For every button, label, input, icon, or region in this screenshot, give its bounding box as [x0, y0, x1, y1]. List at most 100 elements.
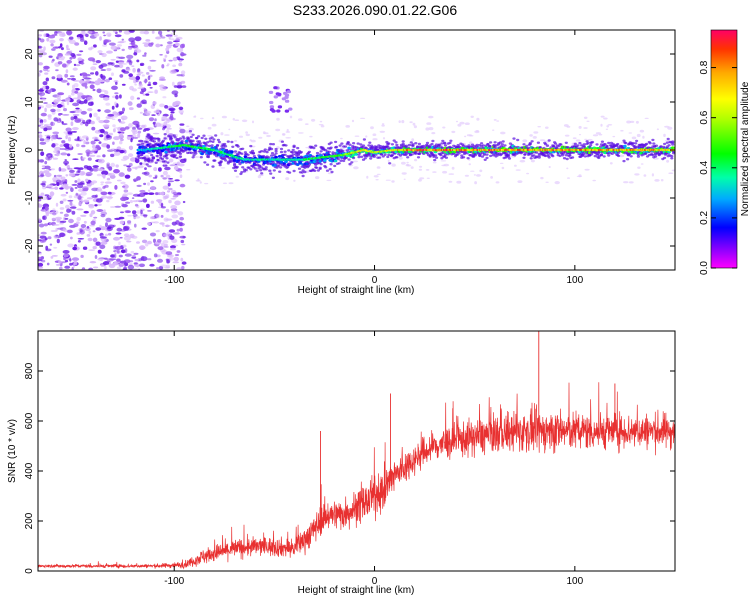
spectrogram-signal-cell	[270, 152, 275, 155]
spectrogram-signal-cell	[223, 142, 227, 146]
spectrogram-noise-cell	[103, 97, 110, 101]
spectrogram-noise-cell	[664, 140, 671, 142]
spectrogram-noise-cell	[147, 240, 153, 245]
spectrogram-noise-cell	[114, 112, 120, 116]
spectrogram-signal-cell	[529, 157, 533, 160]
spectrogram-noise-cell	[77, 238, 85, 240]
spectrogram-noise-cell	[533, 131, 539, 134]
spectrogram-signal-cell	[652, 142, 656, 145]
spectrogram-noise-cell	[106, 32, 112, 37]
spectrogram-x-tick-label: 0	[372, 275, 378, 286]
spectrogram-noise-cell	[172, 64, 177, 68]
spectrogram-noise-cell	[56, 56, 59, 60]
spectrogram-noise-cell	[38, 124, 41, 127]
spectrogram-noise-cell	[211, 117, 215, 120]
spectrogram-signal-cell	[192, 154, 196, 157]
spectrogram-signal-cell	[466, 157, 470, 160]
spectrogram-noise-cell	[69, 262, 73, 266]
spectrogram-noise-cell	[122, 107, 125, 112]
spectrogram-noise-cell	[354, 135, 360, 137]
spectrogram-noise-cell	[85, 33, 89, 38]
spectrogram-signal-cell	[279, 166, 283, 169]
spectrogram-signal-cell	[562, 157, 567, 160]
spectrogram-noise-cell	[166, 41, 173, 45]
spectrogram-signal-cell	[387, 142, 391, 145]
spectrogram-noise-cell	[285, 137, 292, 139]
spectrogram-noise-cell	[149, 232, 157, 237]
spectrogram-noise-cell	[149, 59, 157, 62]
spectrogram-noise-cell	[153, 110, 160, 114]
spectrogram-noise-cell	[108, 77, 113, 80]
spectrogram-noise-cell	[440, 160, 447, 162]
spectrogram-signal-cell	[667, 144, 671, 147]
colorbar-label: Normalized spectral amplitude	[740, 81, 750, 216]
spectrogram-signal-cell	[301, 174, 305, 178]
spectrogram-noise-cell	[44, 206, 49, 211]
spectrogram-noise-cell	[52, 131, 60, 135]
spectrogram-noise-cell	[147, 258, 152, 261]
spectrogram-noise-cell	[119, 140, 123, 145]
spectrogram-noise-cell	[376, 173, 381, 175]
spectrogram-noise-cell	[572, 137, 577, 140]
spectrogram-noise-cell	[448, 173, 455, 175]
spectrogram-noise-cell	[83, 210, 89, 214]
spectrogram-noise-cell	[83, 140, 86, 145]
spectrogram-signal-cell	[547, 139, 551, 142]
spectrogram-noise-cell	[170, 247, 176, 251]
spectrogram-noise-cell	[76, 99, 82, 104]
spectrogram-noise-cell	[39, 235, 47, 239]
spectrogram-noise-cell	[135, 123, 141, 128]
spectrogram-signal-cell	[603, 143, 607, 146]
spectrogram-signal-cell	[635, 139, 639, 143]
spectrogram-signal-cell	[475, 143, 479, 147]
spectrogram-noise-cell	[108, 232, 112, 236]
spectrogram-signal-cell	[437, 143, 441, 146]
spectrogram-noise-cell	[165, 34, 173, 37]
spectrogram-noise-cell	[115, 60, 119, 63]
spectrogram-noise-cell	[93, 266, 99, 269]
spectrogram-noise-cell	[151, 30, 155, 34]
spectrogram-signal-cell	[462, 156, 466, 159]
spectrogram-signal-cell	[284, 144, 288, 147]
spectrogram-noise-cell	[102, 31, 105, 34]
spectrogram-noise-cell	[631, 136, 637, 140]
spectrogram-signal-cell	[606, 152, 610, 155]
spectrogram-noise-cell	[136, 73, 141, 76]
spectrogram-signal-cell	[431, 139, 435, 143]
spectrogram-noise-cell	[48, 55, 53, 58]
spectrogram-noise-cell	[118, 254, 123, 258]
spectrogram-noise-cell	[114, 64, 120, 68]
spectrogram-noise-cell	[43, 170, 50, 174]
spectrogram-noise-cell	[153, 238, 156, 243]
spectrogram-noise-cell	[44, 160, 48, 165]
spectrogram-noise-cell	[148, 117, 155, 122]
spectrogram-noise-cell	[38, 134, 43, 139]
spectrogram-noise-cell	[302, 161, 306, 163]
spectrogram-signal-cell	[169, 135, 173, 138]
spectrogram-noise-cell	[69, 75, 75, 78]
spectrogram-noise-cell	[69, 206, 77, 209]
spectrogram-noise-cell	[179, 123, 185, 126]
spectrogram-signal-cell	[137, 154, 141, 157]
spectrogram-noise-cell	[668, 172, 674, 174]
spectrogram-signal-cell	[651, 138, 655, 142]
spectrogram-signal-cell	[559, 143, 563, 146]
spectrogram-noise-cell	[288, 107, 293, 111]
spectrogram-noise-cell	[95, 60, 102, 64]
spectrogram-noise-cell	[119, 260, 127, 264]
spectrogram-signal-cell	[448, 141, 452, 145]
spectrogram-noise-cell	[96, 209, 104, 212]
spectrogram-noise-cell	[130, 138, 133, 143]
spectrogram-noise-cell	[40, 192, 45, 196]
spectrogram-signal-cell	[663, 156, 667, 160]
spectrogram-noise-cell	[149, 69, 156, 72]
colorbar-tick-label: 0.2	[699, 211, 710, 225]
spectrogram-noise-cell	[144, 52, 147, 55]
spectrogram-noise-cell	[69, 110, 76, 114]
spectrogram-noise-cell	[106, 144, 110, 149]
spectrogram-signal-cell	[441, 139, 445, 143]
spectrogram-signal-cell	[378, 156, 382, 159]
spectrogram-noise-cell	[96, 173, 102, 177]
spectrogram-noise-cell	[59, 168, 67, 172]
spectrogram-noise-cell	[170, 111, 175, 114]
